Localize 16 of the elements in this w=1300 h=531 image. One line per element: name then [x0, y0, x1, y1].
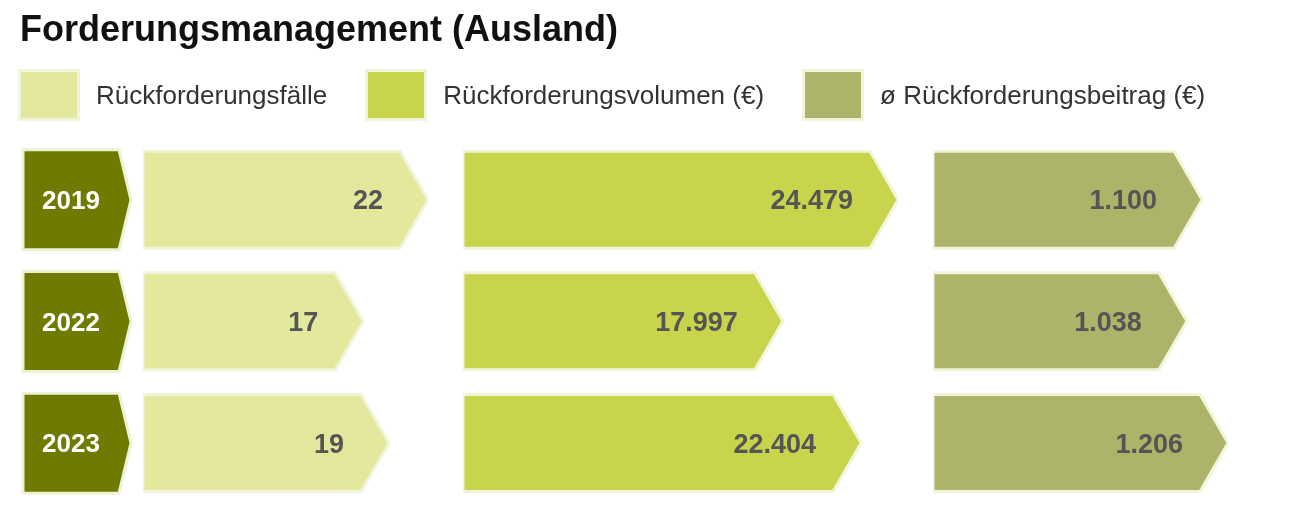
text: ø Rückforderungsbeitrag (€): [880, 79, 1206, 111]
data-label: 19: [314, 428, 345, 459]
data-label: 1.038: [1074, 306, 1142, 337]
y-tick-label: 2019: [42, 184, 100, 215]
data-label: 22: [352, 185, 383, 216]
series-label: Rückforderungsvolumen (€): [443, 79, 765, 111]
data-label: 17: [288, 306, 319, 337]
data-label: 1.100: [1089, 185, 1158, 216]
y-tick-label: 2022: [42, 306, 100, 337]
data-label: 1.206: [1115, 428, 1183, 459]
chart-title: Forderungsmanagement (Ausland): [20, 8, 620, 51]
y-tick-label: 2023: [42, 428, 100, 459]
data-label: 24.479: [770, 185, 853, 216]
data-label: 22.404: [733, 428, 817, 459]
data-label: 17.997: [655, 306, 738, 337]
legend-label: Rückforderungsfälle: [96, 79, 328, 111]
